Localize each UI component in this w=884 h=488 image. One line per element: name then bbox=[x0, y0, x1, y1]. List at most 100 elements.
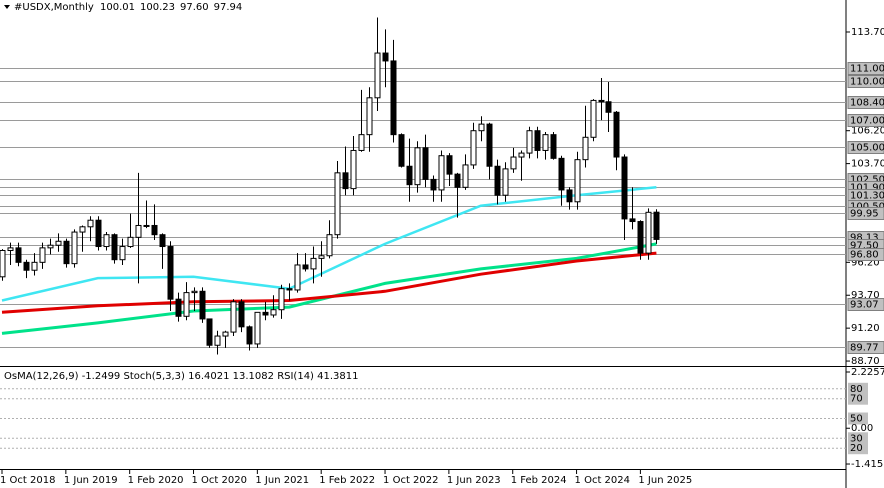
candle-body bbox=[39, 247, 46, 263]
candle-body bbox=[446, 155, 453, 175]
candle-body bbox=[613, 111, 620, 158]
candle-body bbox=[214, 335, 221, 346]
level-label: 105.00 bbox=[850, 143, 884, 154]
osma-tick-label: -1.4155 bbox=[851, 459, 884, 470]
candle-body bbox=[175, 298, 182, 317]
level-label: 111.00 bbox=[850, 64, 884, 75]
time-tick-label: 1 Jun 2019 bbox=[64, 475, 118, 486]
level-label: 101.90 bbox=[850, 183, 884, 194]
level-label-box bbox=[847, 248, 884, 261]
candle-body bbox=[470, 130, 477, 166]
candle-body bbox=[366, 97, 373, 136]
oscillator-tick-label: 30 bbox=[850, 433, 863, 444]
level-label: 110.00 bbox=[850, 77, 884, 88]
candle-body bbox=[55, 240, 62, 246]
time-tick-label: 1 Oct 2018 bbox=[0, 475, 55, 486]
candle-body bbox=[653, 211, 660, 240]
candle-body bbox=[15, 247, 22, 263]
candle-body bbox=[478, 123, 485, 132]
candle-body bbox=[566, 189, 573, 203]
candle-body bbox=[542, 134, 549, 151]
candle-body bbox=[422, 147, 429, 180]
oscillator-tick-label: 70 bbox=[850, 394, 863, 405]
level-label-box bbox=[847, 207, 884, 220]
price-tick-label: 93.70 bbox=[851, 290, 880, 301]
level-label-box bbox=[847, 298, 884, 311]
time-tick-label: 1 Jun 2025 bbox=[638, 475, 692, 486]
level-label: 99.95 bbox=[850, 209, 879, 220]
time-tick-label: 1 Feb 2022 bbox=[319, 475, 375, 486]
candle-body bbox=[262, 311, 269, 316]
osma-tick-label: 2.2257 bbox=[851, 367, 884, 378]
candle-body bbox=[135, 224, 142, 238]
candle-body bbox=[286, 288, 293, 291]
candle-body bbox=[502, 168, 509, 196]
candle-body bbox=[206, 318, 213, 346]
candle-body bbox=[574, 159, 581, 203]
candle-body bbox=[590, 99, 597, 138]
candle-body bbox=[79, 226, 86, 233]
header: #USDX,Monthly 100.01 100.23 97.60 97.94 bbox=[14, 2, 242, 13]
candle-body bbox=[486, 123, 493, 167]
menu-arrow bbox=[4, 5, 10, 9]
candle-body bbox=[645, 211, 652, 254]
level-label: 93.07 bbox=[850, 300, 879, 311]
price-tick-label: 106.20 bbox=[851, 126, 884, 137]
candle-body bbox=[23, 261, 30, 271]
candle-body bbox=[326, 234, 333, 257]
candle-body bbox=[246, 326, 253, 345]
price-tick-label: 113.70 bbox=[851, 27, 884, 38]
ohlc-value: 100.01 bbox=[100, 2, 135, 13]
candle-body bbox=[254, 311, 261, 345]
oscillator-level-box bbox=[848, 382, 868, 395]
candle-body bbox=[374, 52, 381, 99]
level-label: 98.13 bbox=[850, 233, 879, 244]
candle-body bbox=[582, 136, 589, 161]
time-tick-label: 1 Feb 2020 bbox=[128, 475, 184, 486]
candle-body bbox=[31, 261, 38, 271]
ohlc-value: 97.60 bbox=[180, 2, 209, 13]
candle-body bbox=[454, 173, 461, 188]
candle-body bbox=[598, 99, 605, 103]
candle-body bbox=[430, 178, 437, 191]
candle-body bbox=[438, 155, 445, 191]
ohlc-value: 100.23 bbox=[140, 2, 175, 13]
candle-body bbox=[270, 309, 277, 316]
time-tick-label: 1 Jun 2023 bbox=[447, 475, 501, 486]
candle-body bbox=[71, 231, 78, 265]
oscillator-level-box bbox=[848, 432, 868, 445]
level-label: 89.77 bbox=[850, 343, 879, 354]
candle-body bbox=[318, 255, 325, 259]
candle-body bbox=[398, 134, 405, 167]
oscillator-tick-label: 80 bbox=[850, 384, 863, 395]
price-tick-label: 88.70 bbox=[851, 356, 880, 367]
level-label: 101.30 bbox=[850, 191, 884, 202]
candle-body bbox=[526, 130, 533, 154]
candle-body bbox=[143, 224, 150, 227]
candle-body bbox=[159, 234, 166, 248]
candle-body bbox=[342, 172, 349, 190]
level-label-box bbox=[847, 341, 884, 354]
candle-body bbox=[558, 157, 565, 191]
candle-body bbox=[406, 165, 413, 186]
candle-body bbox=[87, 219, 94, 228]
candle-body bbox=[605, 101, 612, 113]
candle-body bbox=[534, 130, 541, 151]
candle-body bbox=[151, 224, 158, 236]
level-label-box bbox=[847, 141, 884, 154]
level-label: 108.40 bbox=[850, 98, 884, 109]
oscillator-level-box bbox=[848, 442, 868, 455]
candle-body bbox=[183, 292, 190, 317]
candle-body bbox=[518, 152, 525, 158]
time-tick-label: 1 Feb 2024 bbox=[511, 475, 567, 486]
candle-body bbox=[629, 218, 636, 223]
candle-body bbox=[358, 134, 365, 151]
candle-body bbox=[95, 219, 102, 248]
candle-body bbox=[103, 234, 110, 248]
candle-body bbox=[294, 264, 301, 291]
candle-body bbox=[494, 165, 501, 196]
price-tick-label: 96.20 bbox=[851, 257, 880, 268]
candle-body bbox=[310, 257, 317, 270]
